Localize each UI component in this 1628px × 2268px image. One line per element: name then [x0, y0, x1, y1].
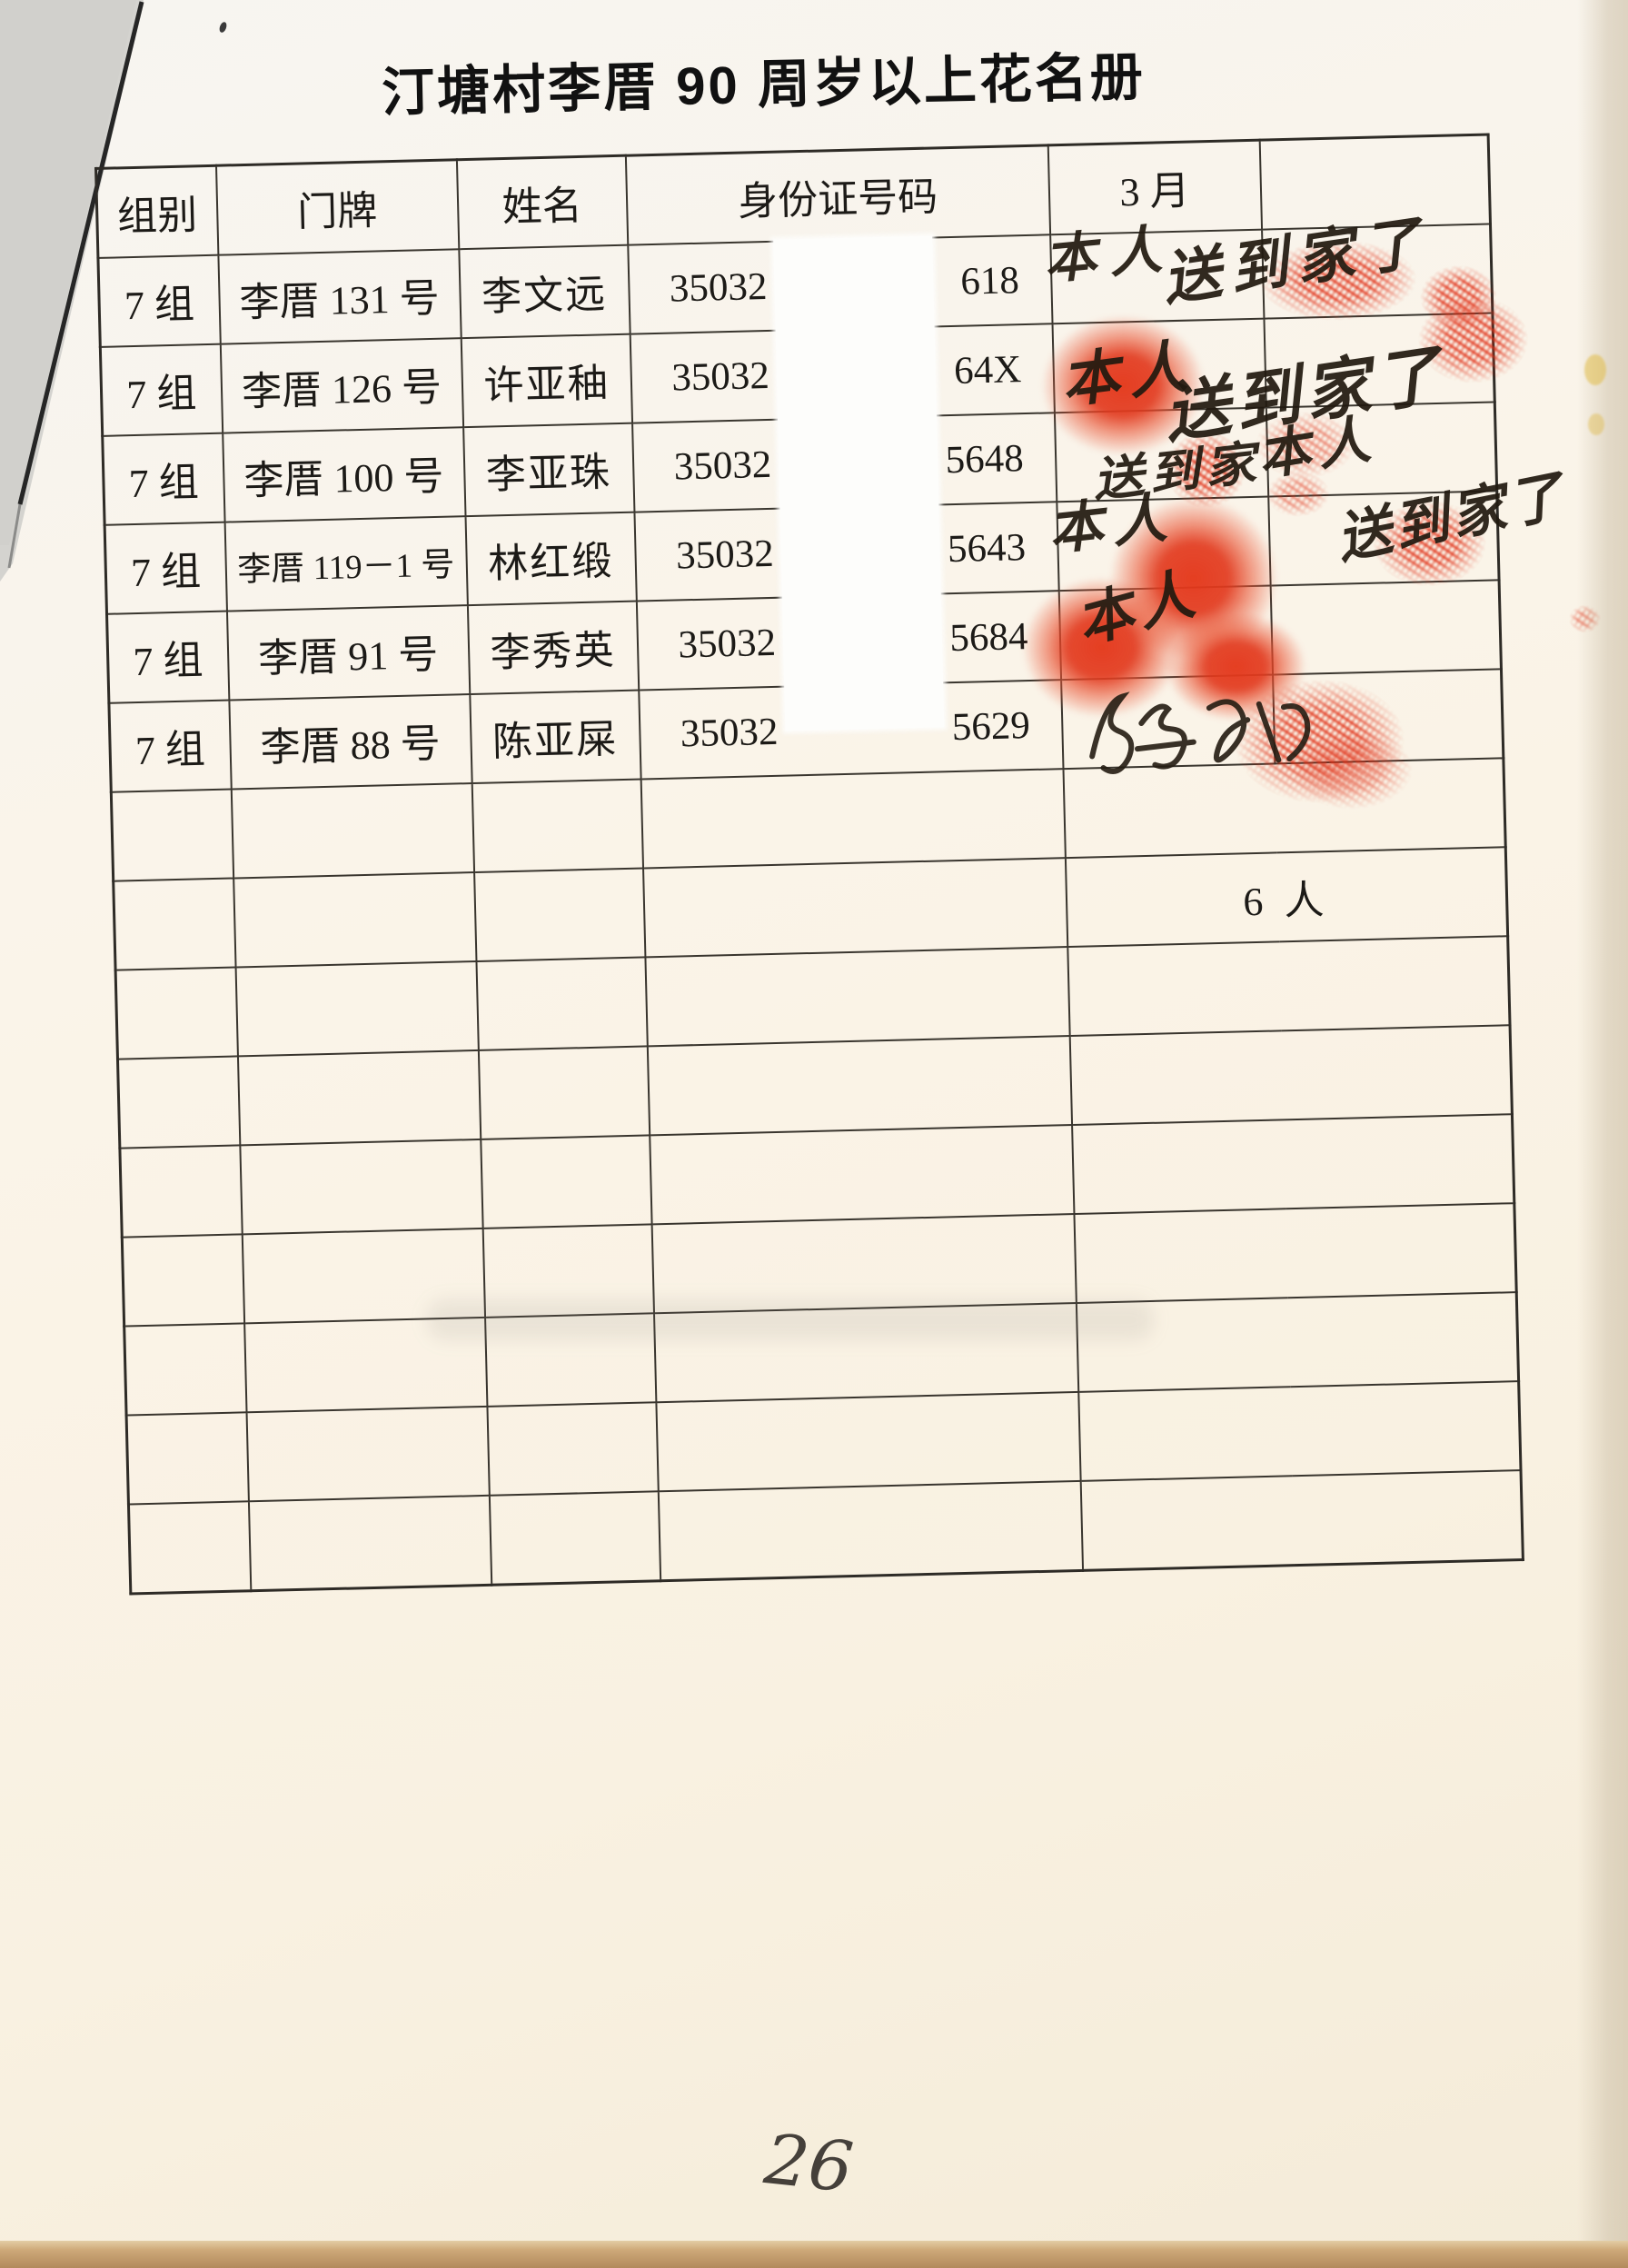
cell-group: [119, 1145, 243, 1238]
cell-door: [231, 783, 474, 879]
roster-table-container: 组别 门牌 姓名 身份证号码 3 月 7 组李厝 131 号李文远 35032 61…: [94, 133, 1608, 1596]
header-id: 身份证号码: [625, 144, 1050, 245]
page-corner-fold: [0, 0, 144, 582]
id-suffix: 64X: [953, 347, 1022, 393]
id-suffix: 5629: [951, 703, 1031, 749]
cell-id: [649, 1125, 1074, 1225]
cell-id: [651, 1214, 1077, 1314]
cell-group: [122, 1234, 244, 1327]
cell-merged: [1073, 1203, 1517, 1303]
cell-name: [480, 1135, 652, 1228]
cell-group: [117, 1056, 240, 1149]
scan-right-edge: [1577, 0, 1628, 2268]
cell-door: 李厝 88 号: [228, 694, 472, 790]
cell-door: [237, 1049, 481, 1146]
cell-door: 李厝 126 号: [220, 338, 463, 433]
cell-group: 7 组: [104, 522, 227, 614]
cell-door: 李厝 91 号: [226, 605, 470, 701]
id-prefix: 35032: [673, 443, 772, 489]
id-suffix: 5648: [945, 436, 1025, 482]
cell-door: [246, 1406, 490, 1502]
paper-stain: [1588, 413, 1604, 435]
cell-name: 李亚珠: [462, 423, 634, 517]
document-title: 汀塘村李厝 90 周岁以上花名册: [381, 47, 1147, 123]
signature-scrawl: [1089, 691, 1311, 774]
paper-stain: [1584, 354, 1606, 385]
cell-name: [475, 957, 648, 1050]
cell-name: [472, 779, 643, 873]
cell-name: [486, 1402, 659, 1496]
cell-id: [644, 947, 1070, 1047]
header-name: 姓名: [456, 155, 628, 250]
cell-door: 李厝 131 号: [217, 249, 462, 344]
id-prefix: 35032: [669, 264, 768, 311]
id-suffix: 5684: [948, 614, 1028, 660]
cell-blank: [1270, 580, 1502, 675]
summary-count-cell: 6 人: [1065, 847, 1508, 948]
id-suffix: 618: [959, 258, 1020, 303]
cell-merged: [1077, 1381, 1522, 1481]
cell-id: [655, 1391, 1081, 1492]
cell-name: 陈亚屎: [469, 690, 641, 784]
cell-name: [473, 868, 645, 961]
scan-speck: [218, 21, 228, 34]
cell-name: [478, 1046, 650, 1139]
cell-door: [233, 872, 476, 968]
cell-door: [235, 960, 479, 1057]
cell-name: 许亚秞: [461, 333, 632, 428]
handwritten-note: 本人: [1040, 217, 1177, 292]
cell-group: [111, 789, 233, 881]
cell-group: 7 组: [102, 433, 225, 525]
cell-door: [239, 1139, 483, 1235]
cell-merged: [1069, 1025, 1513, 1126]
cell-door: [248, 1495, 491, 1591]
cell-group: 7 组: [97, 254, 221, 347]
cell-id: [647, 1036, 1072, 1136]
cell-id: [658, 1480, 1083, 1581]
cell-name: 李文远: [458, 244, 630, 339]
cell-merged: [1071, 1114, 1514, 1215]
redaction-box: [773, 235, 945, 731]
cell-group: [124, 1323, 247, 1416]
id-prefix: 35032: [670, 353, 770, 400]
cell-name: 林红缎: [465, 512, 637, 606]
cell-group: 7 组: [106, 611, 229, 703]
scan-smudge: [427, 1299, 1154, 1340]
cell-id: [642, 858, 1067, 958]
cell-id: [640, 769, 1066, 869]
scan-bottom-edge: [0, 2241, 1628, 2268]
id-suffix: 5643: [947, 525, 1027, 571]
cell-group: [115, 967, 238, 1059]
cell-name: [489, 1491, 660, 1586]
id-prefix: 35032: [675, 532, 775, 577]
cell-merged: [1080, 1470, 1524, 1571]
cell-group: 7 组: [100, 343, 223, 436]
handwritten-page-number: 26: [760, 2118, 858, 2208]
cell-group: [126, 1412, 249, 1505]
id-prefix: 35032: [677, 621, 777, 666]
cell-door: 李厝 100 号: [222, 427, 466, 522]
cell-name: 李秀英: [467, 601, 639, 695]
cell-door: 李厝 119－1 号: [224, 516, 468, 612]
id-prefix: 35032: [680, 710, 779, 755]
header-door: 门牌: [215, 159, 459, 255]
cell-group: [113, 878, 236, 970]
header-group: 组别: [95, 165, 218, 258]
cell-group: 7 组: [108, 700, 232, 792]
handwritten-note: 本人: [1045, 485, 1179, 563]
cell-group: [128, 1501, 251, 1594]
cell-merged: [1067, 936, 1511, 1037]
